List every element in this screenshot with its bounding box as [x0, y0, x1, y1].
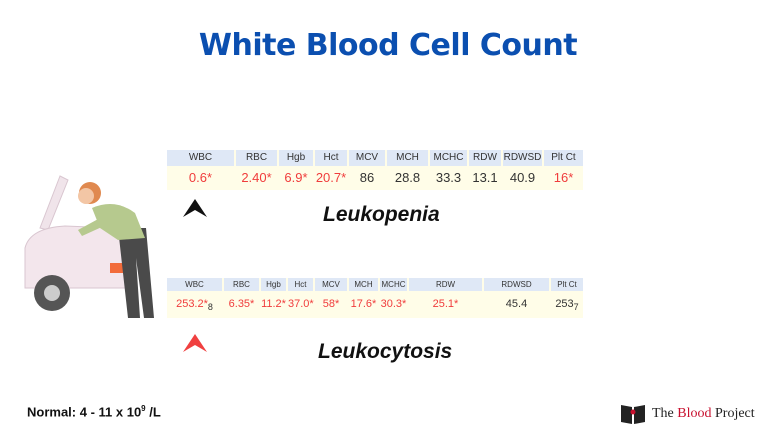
column-header: Hct	[288, 278, 313, 291]
lab-value: 45.4	[484, 291, 549, 318]
column-header: RDW	[469, 150, 501, 166]
column-header: MCHC	[430, 150, 467, 166]
lab-value-text: 58*	[322, 298, 340, 310]
lab-value-text: 11.2*	[261, 298, 286, 310]
column-header: RDW	[409, 278, 482, 291]
lab-value: 6.9*	[279, 166, 313, 190]
column-header: WBC	[167, 278, 222, 291]
lab-value-text: 25.1*	[432, 298, 459, 310]
leukocytosis-label: Leukocytosis	[318, 340, 453, 363]
column-header: RBC	[236, 150, 277, 166]
column-header: MCHC	[380, 278, 407, 291]
normal-range: Normal: 4 - 11 x 109 /L	[27, 404, 161, 420]
lab-value-text: 45.4	[505, 298, 528, 310]
lab-value: 17.6*	[349, 291, 378, 318]
lab-value: 2.40*	[236, 166, 277, 190]
lab-value: 0.6*	[167, 166, 234, 190]
arrow-down-indicator-icon	[183, 199, 207, 217]
lab-value: 86	[349, 166, 385, 190]
lab-value: 2537	[551, 291, 583, 318]
column-header: RDWSD	[484, 278, 549, 291]
lab-value: 25.1*	[409, 291, 482, 318]
lab-value-text: 2.40*	[241, 170, 272, 185]
column-header: MCV	[315, 278, 347, 291]
lab-value: 253.2*8	[167, 291, 222, 318]
lab-value: 28.8	[387, 166, 428, 190]
lab-value: 33.3	[430, 166, 467, 190]
mechanic-car-illustration	[24, 175, 154, 318]
lab-value: 6.35*	[224, 291, 259, 318]
lab-value: 37.0*	[288, 291, 314, 318]
arrow-up-indicator-icon	[183, 334, 207, 352]
column-header: Hct	[315, 150, 347, 166]
column-header: Hgb	[279, 150, 313, 166]
lab-value-text: 13.1	[472, 170, 498, 185]
column-header: Plt Ct	[544, 150, 583, 166]
lab-value-text: 33.3	[435, 170, 462, 185]
column-header: WBC	[167, 150, 234, 166]
page-title: White Blood Cell Count	[198, 28, 578, 63]
cbc-table-leukopenia: WBC RBC Hgb Hct MCV MCH MCHC RDW RDWSD Plt Ct 0.6…	[167, 150, 583, 190]
lab-value: 20.7*	[315, 166, 347, 190]
lab-value: 11.2*	[261, 291, 286, 318]
column-header: Hgb	[261, 278, 286, 291]
lab-value: 58*	[315, 291, 347, 318]
lab-value-text: 17.6*	[350, 298, 377, 310]
cbc-table-leukocytosis: WBC RBC Hgb Hct MCV MCH MCHC RDW RDWSD Plt Ct 253…	[167, 278, 583, 318]
lab-value: 40.9	[503, 166, 542, 190]
column-header: Plt Ct	[551, 278, 583, 291]
lab-value-subscript: 7	[573, 302, 579, 313]
lab-value: 16*	[544, 166, 583, 190]
lab-value-text: 40.9	[509, 170, 536, 185]
lab-value-text: 30.3*	[380, 298, 407, 310]
lab-value-text: 6.9*	[284, 170, 308, 185]
book-logo-icon	[621, 405, 645, 424]
column-header: MCH	[349, 278, 378, 291]
lab-value-text: 86	[359, 170, 375, 185]
lab-value-text: 37.0*	[288, 298, 314, 310]
lab-value-text: 253	[555, 298, 574, 310]
column-header: MCH	[387, 150, 428, 166]
lab-value-subscript: 8	[207, 302, 213, 313]
column-header: MCV	[349, 150, 385, 166]
blood-project-logo: The Blood Project	[620, 402, 755, 426]
lab-value-text: 20.7*	[315, 170, 347, 185]
lab-value-text: 28.8	[394, 170, 421, 185]
leukopenia-label: Leukopenia	[323, 203, 440, 226]
lab-value-text: 16*	[553, 170, 574, 185]
column-header: RDWSD	[503, 150, 542, 166]
column-header: RBC	[224, 278, 259, 291]
lab-value-text: 0.6*	[188, 170, 213, 185]
lab-value-text: 253.2*	[176, 298, 208, 310]
lab-value: 30.3*	[380, 291, 407, 318]
lab-value: 13.1	[469, 166, 501, 190]
lab-value-text: 6.35*	[228, 298, 255, 310]
